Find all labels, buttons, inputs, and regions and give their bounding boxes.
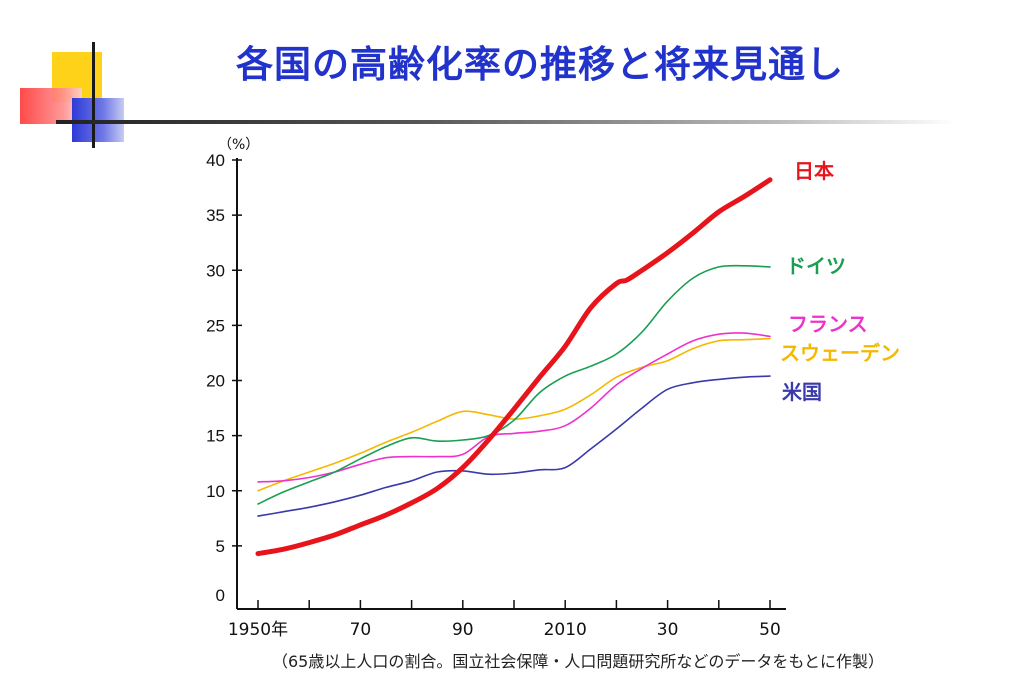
title-underline: [56, 120, 956, 124]
series-line-germany: [257, 264, 771, 505]
series-label-japan: 日本: [794, 159, 834, 183]
x-tick-label: 70: [350, 620, 372, 640]
decor-vertical-line: [92, 42, 95, 148]
series-line-sweden: [257, 337, 771, 492]
y-tick-label: 35: [206, 206, 225, 225]
slide-title: 各国の高齢化率の推移と将来見通し: [236, 43, 844, 86]
y-axis-unit-label: （%）: [218, 137, 259, 153]
source-footnote: （65歳以上人口の割合。国立社会保障・人口問題研究所などのデータをもとに作製）: [272, 652, 885, 671]
series-label-germany: ドイツ: [786, 254, 846, 278]
y-tick-label: 15: [206, 427, 225, 446]
y-tick-label: 5: [216, 537, 225, 556]
series-line-japan: [255, 177, 773, 557]
series-label-sweden: スウェーデン: [780, 341, 900, 365]
series-line-france: [257, 332, 771, 483]
x-tick-label: 90: [452, 620, 474, 640]
decor-red-bar: [20, 88, 82, 124]
y-tick-label: 25: [206, 316, 225, 335]
y-tick-label: 30: [206, 261, 225, 280]
series-label-france: フランス: [788, 312, 868, 336]
y-tick-label: 20: [206, 372, 225, 391]
y-tick-label: 10: [206, 482, 225, 501]
x-tick-label: 1950年: [228, 620, 288, 640]
series-line-usa: [257, 375, 771, 517]
x-tick-label: 30: [657, 620, 679, 640]
x-tick-label: 50: [759, 620, 781, 640]
y-tick-label: 40: [206, 151, 225, 170]
series-label-usa: 米国: [782, 380, 822, 404]
x-tick-label: 2010: [544, 620, 587, 640]
y-tick-label: 0: [216, 586, 225, 605]
